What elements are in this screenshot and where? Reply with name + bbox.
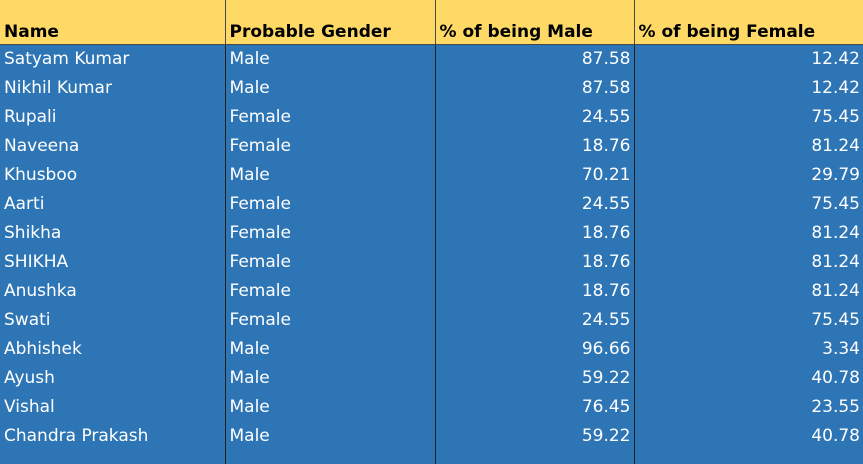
cell-female-percent[interactable]: 29.79 (634, 160, 863, 189)
empty-row (0, 450, 863, 464)
table-row: Nikhil Kumar Male 87.58 12.42 (0, 73, 863, 102)
empty-cell[interactable] (634, 450, 863, 464)
cell-name[interactable]: Chandra Prakash (0, 421, 226, 450)
cell-gender[interactable]: Female (225, 276, 436, 305)
table-row: Ayush Male 59.22 40.78 (0, 363, 863, 392)
table-row: Naveena Female 18.76 81.24 (0, 131, 863, 160)
cell-gender[interactable]: Male (225, 73, 436, 102)
cell-male-percent[interactable]: 24.55 (435, 305, 635, 334)
cell-female-percent[interactable]: 12.42 (634, 44, 863, 73)
cell-male-percent[interactable]: 87.58 (435, 44, 635, 73)
cell-male-percent[interactable]: 18.76 (435, 218, 635, 247)
cell-gender[interactable]: Male (225, 334, 436, 363)
header-row: Name Probable Gender % of being Male % o… (0, 0, 863, 45)
table-row: SHIKHA Female 18.76 81.24 (0, 247, 863, 276)
cell-female-percent[interactable]: 75.45 (634, 189, 863, 218)
cell-gender[interactable]: Female (225, 102, 436, 131)
cell-male-percent[interactable]: 59.22 (435, 421, 635, 450)
cell-gender[interactable]: Male (225, 160, 436, 189)
cell-female-percent[interactable]: 40.78 (634, 363, 863, 392)
cell-gender[interactable]: Female (225, 131, 436, 160)
cell-male-percent[interactable]: 18.76 (435, 276, 635, 305)
cell-male-percent[interactable]: 96.66 (435, 334, 635, 363)
cell-female-percent[interactable]: 75.45 (634, 102, 863, 131)
header-probable-gender[interactable]: Probable Gender (225, 0, 436, 45)
cell-female-percent[interactable]: 40.78 (634, 421, 863, 450)
cell-name[interactable]: Aarti (0, 189, 226, 218)
cell-female-percent[interactable]: 81.24 (634, 276, 863, 305)
cell-male-percent[interactable]: 87.58 (435, 73, 635, 102)
cell-gender[interactable]: Male (225, 392, 436, 421)
table-row: Vishal Male 76.45 23.55 (0, 392, 863, 421)
cell-female-percent[interactable]: 81.24 (634, 218, 863, 247)
cell-gender[interactable]: Female (225, 218, 436, 247)
table-row: Shikha Female 18.76 81.24 (0, 218, 863, 247)
cell-male-percent[interactable]: 18.76 (435, 247, 635, 276)
cell-gender[interactable]: Female (225, 189, 436, 218)
cell-female-percent[interactable]: 3.34 (634, 334, 863, 363)
cell-female-percent[interactable]: 23.55 (634, 392, 863, 421)
table-row: Khusboo Male 70.21 29.79 (0, 160, 863, 189)
empty-cell[interactable] (225, 450, 436, 464)
cell-female-percent[interactable]: 81.24 (634, 131, 863, 160)
cell-female-percent[interactable]: 75.45 (634, 305, 863, 334)
table-row: Swati Female 24.55 75.45 (0, 305, 863, 334)
cell-name[interactable]: Vishal (0, 392, 226, 421)
cell-female-percent[interactable]: 12.42 (634, 73, 863, 102)
cell-male-percent[interactable]: 24.55 (435, 189, 635, 218)
cell-male-percent[interactable]: 59.22 (435, 363, 635, 392)
cell-gender[interactable]: Female (225, 305, 436, 334)
cell-gender[interactable]: Female (225, 247, 436, 276)
cell-gender[interactable]: Male (225, 44, 436, 73)
header-percent-male[interactable]: % of being Male (435, 0, 635, 45)
cell-name[interactable]: Ayush (0, 363, 226, 392)
cell-gender[interactable]: Male (225, 363, 436, 392)
cell-gender[interactable]: Male (225, 421, 436, 450)
table-row: Rupali Female 24.55 75.45 (0, 102, 863, 131)
table-row: Abhishek Male 96.66 3.34 (0, 334, 863, 363)
cell-name[interactable]: Anushka (0, 276, 226, 305)
table-row: Anushka Female 18.76 81.24 (0, 276, 863, 305)
cell-name[interactable]: Shikha (0, 218, 226, 247)
cell-name[interactable]: Khusboo (0, 160, 226, 189)
cell-name[interactable]: Satyam Kumar (0, 44, 226, 73)
cell-name[interactable]: Swati (0, 305, 226, 334)
cell-male-percent[interactable]: 76.45 (435, 392, 635, 421)
table-row: Chandra Prakash Male 59.22 40.78 (0, 421, 863, 450)
cell-name[interactable]: Nikhil Kumar (0, 73, 226, 102)
table-row: Aarti Female 24.55 75.45 (0, 189, 863, 218)
cell-female-percent[interactable]: 81.24 (634, 247, 863, 276)
cell-male-percent[interactable]: 24.55 (435, 102, 635, 131)
cell-male-percent[interactable]: 18.76 (435, 131, 635, 160)
header-name[interactable]: Name (0, 0, 226, 45)
empty-cell[interactable] (0, 450, 226, 464)
cell-name[interactable]: SHIKHA (0, 247, 226, 276)
cell-name[interactable]: Abhishek (0, 334, 226, 363)
cell-name[interactable]: Rupali (0, 102, 226, 131)
table-row: Satyam Kumar Male 87.58 12.42 (0, 44, 863, 73)
cell-male-percent[interactable]: 70.21 (435, 160, 635, 189)
cell-name[interactable]: Naveena (0, 131, 226, 160)
empty-cell[interactable] (435, 450, 635, 464)
header-percent-female[interactable]: % of being Female (634, 0, 863, 45)
